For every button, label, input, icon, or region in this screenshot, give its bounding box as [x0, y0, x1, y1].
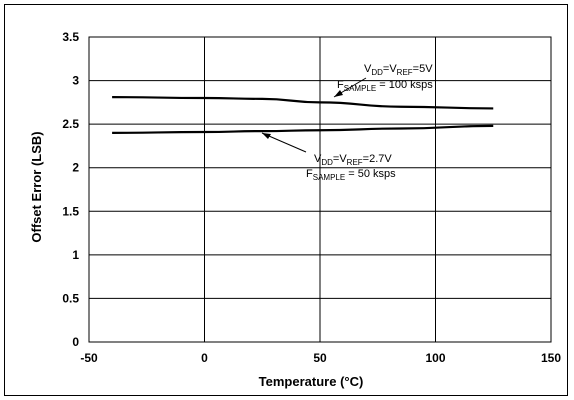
- plot-area: [88, 36, 552, 343]
- series-2-label-line-2: FSAMPLE = 50 ksps: [306, 168, 396, 182]
- chart-frame: [4, 4, 568, 396]
- x-tick-label: -50: [80, 351, 98, 365]
- y-tick-label: 2: [72, 161, 79, 175]
- y-tick-label: 0: [72, 335, 79, 349]
- series-2-label-line-1: VDD=VREF=2.7V: [314, 153, 392, 167]
- series-2-arrowhead: [262, 133, 271, 139]
- y-tick-label: 0.5: [62, 291, 79, 305]
- y-tick-label: 3.5: [62, 30, 79, 44]
- x-tick-label: 150: [541, 351, 561, 365]
- series-lines: [112, 96, 494, 134]
- series-1-label-line-2: FSAMPLE = 100 ksps: [337, 79, 433, 93]
- x-tick-label: 0: [201, 351, 208, 365]
- y-axis-label: Offset Error (LSB): [29, 131, 44, 242]
- y-tick-labels: 0 0.5 1 1.5 2 2.5 3 3.5: [62, 30, 79, 349]
- y-tick-label: 2.5: [62, 117, 79, 131]
- series-2-line: [112, 124, 494, 134]
- series-1-line: [112, 96, 494, 110]
- grid: [88, 36, 552, 343]
- x-axis-label: Temperature (°C): [259, 374, 364, 389]
- x-tick-label: 100: [425, 351, 445, 365]
- y-tick-label: 1: [72, 248, 79, 262]
- x-tick-labels: -50 0 50 100 150: [80, 351, 561, 365]
- y-tick-label: 3: [72, 74, 79, 88]
- series-1-arrowhead: [334, 90, 343, 97]
- x-tick-label: 50: [313, 351, 327, 365]
- y-tick-label: 1.5: [62, 204, 79, 218]
- series-1-label-line-1: VDD=VREF=5V: [364, 63, 433, 77]
